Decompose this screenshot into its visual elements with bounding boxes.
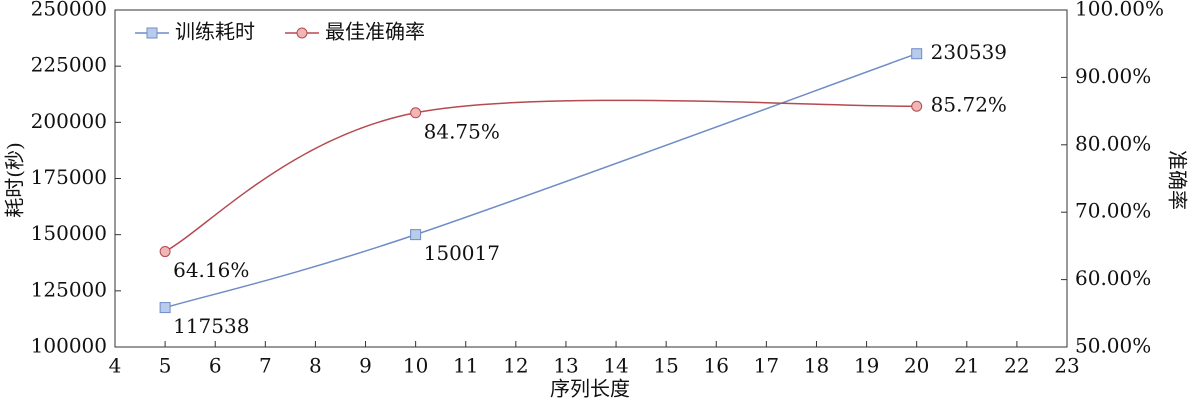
y-tick-label: 175000 xyxy=(31,165,107,189)
x-tick-label: 4 xyxy=(109,354,122,378)
y-tick-label: 225000 xyxy=(31,53,107,77)
marker xyxy=(911,100,923,112)
y-tick-label: 100000 xyxy=(31,334,107,358)
plot-frame xyxy=(114,9,1068,348)
x-tick-label: 5 xyxy=(159,354,172,378)
x-axis-label: 序列长度 xyxy=(550,377,630,401)
y2-tick-label: 60.00% xyxy=(1075,266,1151,290)
x-tick-label: 21 xyxy=(954,354,979,378)
y-tick-label: 125000 xyxy=(31,277,107,301)
x-tick-label: 16 xyxy=(704,354,729,378)
data-label: 64.16% xyxy=(173,258,249,282)
x-tick-label: 12 xyxy=(503,354,528,378)
y2-tick-label: 100.00% xyxy=(1075,0,1164,21)
legend-label: 训练耗时 xyxy=(175,20,255,44)
x-tick-label: 6 xyxy=(209,354,222,378)
x-tick-label: 8 xyxy=(309,354,322,378)
x-tick-label: 23 xyxy=(1054,354,1079,378)
x-tick-label: 13 xyxy=(553,354,578,378)
y2-tick-label: 50.00% xyxy=(1075,334,1151,358)
y2-axis-label: 准确率 xyxy=(1166,150,1190,210)
data-label: 85.72% xyxy=(931,93,1007,117)
y-tick-label: 250000 xyxy=(31,0,107,21)
x-tick-label: 15 xyxy=(653,354,678,378)
marker xyxy=(410,107,422,119)
marker xyxy=(410,229,422,241)
marker xyxy=(911,48,923,60)
data-label: 150017 xyxy=(424,241,500,265)
y-axis-label: 耗时(秒) xyxy=(3,142,27,218)
series-line xyxy=(164,53,917,309)
y-tick-label: 200000 xyxy=(31,109,107,133)
legend-marker xyxy=(146,27,158,39)
data-label: 84.75% xyxy=(424,119,500,143)
legend-label: 最佳准确率 xyxy=(325,20,425,44)
x-tick-label: 22 xyxy=(1004,354,1029,378)
legend-marker xyxy=(296,27,308,39)
y2-tick-label: 80.00% xyxy=(1075,131,1151,155)
y2-tick-label: 90.00% xyxy=(1075,64,1151,88)
marker xyxy=(159,302,171,314)
x-tick-label: 20 xyxy=(904,354,929,378)
x-tick-label: 7 xyxy=(259,354,272,378)
x-tick-label: 9 xyxy=(359,354,372,378)
series-line xyxy=(164,99,917,253)
data-label: 230539 xyxy=(931,40,1007,64)
x-tick-label: 10 xyxy=(403,354,428,378)
data-label: 117538 xyxy=(173,314,249,338)
x-tick-label: 19 xyxy=(854,354,879,378)
marker xyxy=(159,246,171,258)
x-tick-label: 14 xyxy=(603,354,628,378)
x-tick-label: 17 xyxy=(754,354,779,378)
x-tick-label: 11 xyxy=(453,354,478,378)
x-tick-label: 18 xyxy=(804,354,829,378)
y2-tick-label: 70.00% xyxy=(1075,199,1151,223)
y-tick-label: 150000 xyxy=(31,221,107,245)
